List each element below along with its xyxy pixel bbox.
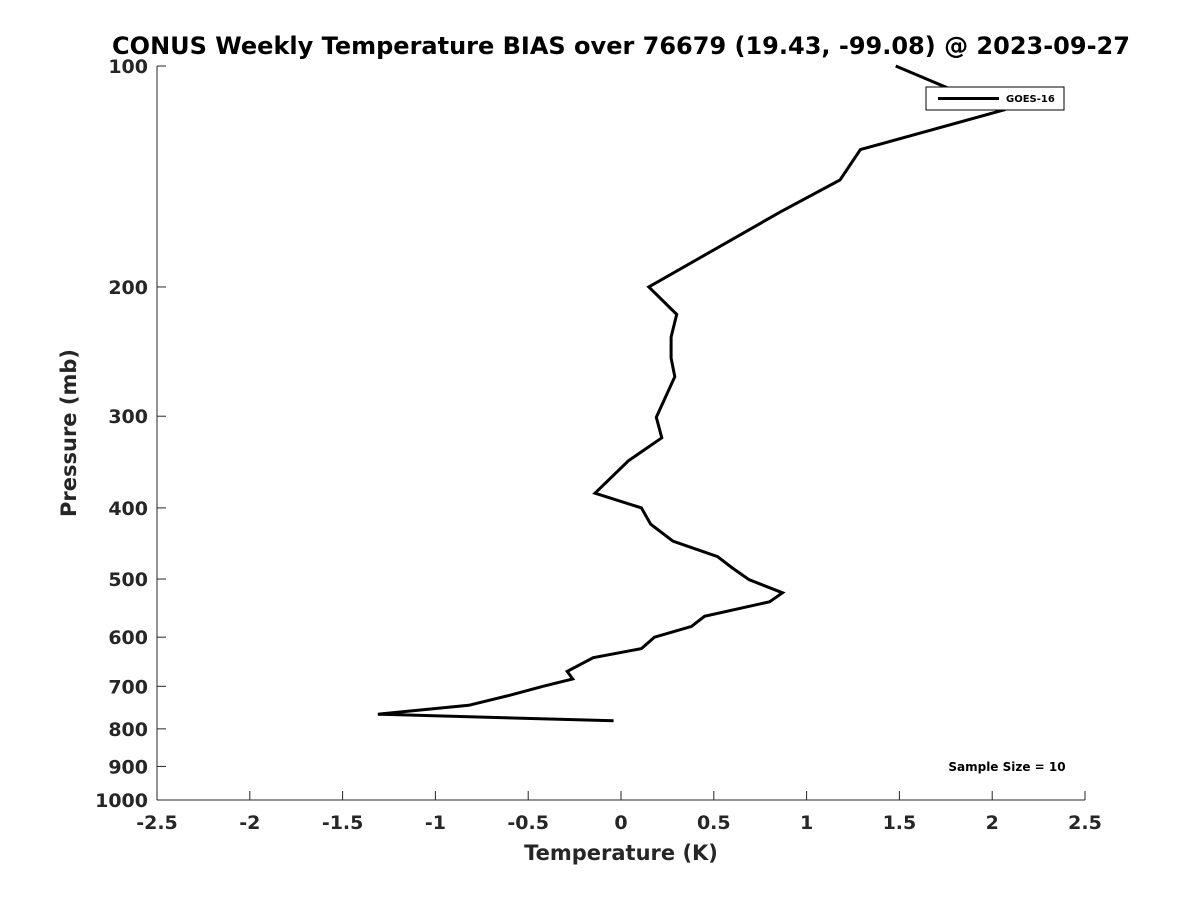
x-tick-label: 2 bbox=[986, 812, 999, 834]
sample-size-annotation: Sample Size = 10 bbox=[948, 760, 1065, 774]
chart-title: CONUS Weekly Temperature BIAS over 76679… bbox=[112, 32, 1130, 60]
x-tick-label: -1.5 bbox=[322, 812, 364, 834]
legend-label-goes-16: GOES-16 bbox=[1006, 94, 1055, 105]
x-tick-label: 1 bbox=[800, 812, 813, 834]
x-tick-label: 2.5 bbox=[1068, 812, 1102, 834]
x-axis-label: Temperature (K) bbox=[524, 841, 718, 865]
y-tick-label: 300 bbox=[108, 406, 148, 428]
series-layer bbox=[377, 64, 1007, 723]
y-tick-label: 500 bbox=[108, 569, 148, 591]
x-tick-label: -0.5 bbox=[507, 812, 549, 834]
y-tick-label: 100 bbox=[108, 56, 148, 78]
y-tick-label: 700 bbox=[108, 676, 148, 698]
x-tick-label: 1.5 bbox=[883, 812, 917, 834]
legend: GOES-16 bbox=[925, 86, 1065, 111]
y-tick-label: 1000 bbox=[95, 790, 148, 812]
axes: -2.5 -2 -1.5 -1 -0.5 0 0.5 1 1.5 2 2.5 100 200 300 400… bbox=[95, 56, 1102, 834]
y-tick-label: 600 bbox=[108, 627, 148, 649]
y-axis-label: Pressure (mb) bbox=[57, 349, 81, 517]
x-tick-label: 0 bbox=[614, 812, 627, 834]
y-tick-label: 900 bbox=[108, 756, 148, 778]
x-tick-label: 0.5 bbox=[697, 812, 731, 834]
x-tick-label: -2.5 bbox=[136, 812, 178, 834]
x-tick-label: -2 bbox=[239, 812, 260, 834]
series-line-goes-16 bbox=[377, 64, 1007, 723]
y-tick-label: 400 bbox=[108, 498, 148, 520]
y-tick-label: 200 bbox=[108, 277, 148, 299]
y-tick-label: 800 bbox=[108, 719, 148, 741]
x-tick-label: -1 bbox=[425, 812, 446, 834]
